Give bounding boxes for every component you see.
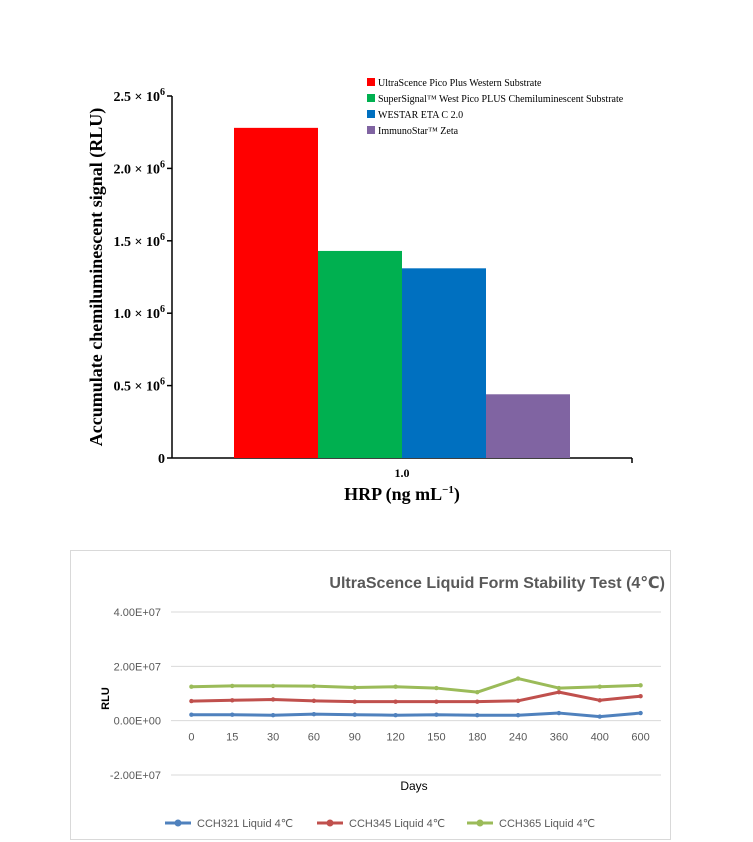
x-tick-label: 600	[631, 732, 649, 744]
legend-label-2: SuperSignal™ West Pico PLUS Chemilumines…	[378, 94, 624, 105]
data-point	[638, 683, 643, 688]
y-tick-label: 4.00E+07	[114, 607, 161, 619]
data-point	[352, 685, 357, 690]
legend-label-3: CCH365 Liquid 4℃	[499, 818, 595, 830]
line-chart-panel: UltraScence Liquid Form Stability Test (…	[70, 550, 671, 840]
data-point	[230, 698, 235, 703]
data-point	[434, 685, 439, 691]
x-tick-label: 360	[550, 732, 568, 744]
data-point	[597, 684, 602, 689]
x-tick-label: 60	[308, 732, 320, 744]
y-tick-label: 2.5 × 106	[114, 87, 165, 105]
data-point	[597, 698, 602, 703]
legend-label-3: WESTAR ETA C 2.0	[378, 110, 463, 121]
y-tick-label: 2.0 × 106	[114, 159, 165, 177]
data-point	[515, 698, 521, 704]
legend-label-1: UltraScence Pico Plus Western Substrate	[378, 78, 542, 89]
x-tick-label: 90	[349, 732, 361, 744]
bar-2	[318, 250, 402, 458]
data-point	[434, 699, 439, 704]
data-point	[556, 685, 562, 691]
x-tick-label: 180	[468, 732, 486, 744]
data-point	[475, 699, 480, 704]
legend-marker-2	[326, 819, 334, 827]
data-point	[189, 684, 194, 689]
data-point	[434, 712, 439, 717]
bar-4	[486, 394, 570, 458]
y-tick-label: 0.5 × 106	[114, 377, 165, 395]
y-tick-label: 1.0 × 106	[114, 304, 165, 322]
legend-swatch-4	[367, 126, 375, 134]
x-tick-label: 30	[267, 732, 279, 744]
data-point	[475, 713, 480, 718]
data-point	[556, 689, 562, 695]
data-point	[393, 684, 398, 689]
data-point	[638, 710, 643, 716]
x-axis-title: HRP (ng mL−1)	[344, 484, 460, 505]
bar-1	[234, 127, 318, 458]
line-chart: UltraScence Liquid Form Stability Test (…	[100, 575, 665, 830]
data-point	[311, 698, 317, 704]
y-axis-title: RLU	[100, 687, 112, 710]
data-point	[230, 683, 235, 689]
legend-swatch-3	[367, 110, 375, 118]
y-tick-label: 0.00E+00	[114, 716, 161, 728]
x-tick-label: 120	[386, 732, 404, 744]
legend-marker-3	[476, 819, 484, 827]
bar-chart: 0 0.5 × 106 1.0 × 106 1.5 × 106 2.0 × 106 2.5…	[86, 78, 633, 505]
x-axis-title: Days	[400, 779, 427, 793]
x-category-label: 1.0	[395, 466, 410, 480]
y-tick-label: -2.00E+07	[110, 770, 161, 782]
x-tick-label: 150	[427, 732, 445, 744]
data-point	[352, 699, 357, 704]
x-tick-label: 0	[188, 732, 194, 744]
bar-3	[402, 268, 486, 458]
legend-swatch-1	[367, 78, 375, 86]
x-tick-label: 400	[591, 732, 609, 744]
y-axis-title: Accumulate chemiluminescent signal (RLU)	[86, 108, 107, 446]
data-point	[189, 698, 194, 704]
y-tick-label: 2.00E+07	[114, 661, 161, 673]
x-tick-label: 15	[226, 732, 238, 744]
data-point	[270, 713, 276, 718]
data-point	[597, 714, 602, 719]
y-tick-label: 1.5 × 106	[114, 232, 165, 250]
legend-label-4: ImmunoStar™ Zeta	[378, 126, 459, 137]
data-point	[393, 713, 398, 718]
legend-marker-1	[174, 819, 182, 827]
data-point	[189, 712, 194, 717]
y-tick-label: 0	[158, 452, 165, 467]
data-point	[515, 676, 521, 681]
data-point	[352, 712, 357, 717]
data-point	[638, 694, 643, 699]
legend-swatch-2	[367, 94, 375, 102]
data-point	[393, 699, 398, 704]
data-point	[230, 712, 235, 717]
legend-label-2: CCH345 Liquid 4℃	[349, 818, 445, 830]
x-tick-label: 240	[509, 732, 527, 744]
data-point	[270, 683, 276, 689]
series-line-3	[191, 677, 641, 694]
chart-title: UltraScence Liquid Form Stability Test (…	[329, 575, 665, 592]
series-line-2	[191, 690, 641, 704]
data-point	[556, 710, 562, 716]
series-line-1	[191, 711, 641, 719]
data-point	[475, 689, 480, 695]
data-point	[270, 697, 276, 702]
legend-label-1: CCH321 Liquid 4℃	[197, 818, 293, 830]
data-point	[311, 683, 317, 689]
data-point	[311, 711, 317, 717]
data-point	[515, 713, 521, 718]
